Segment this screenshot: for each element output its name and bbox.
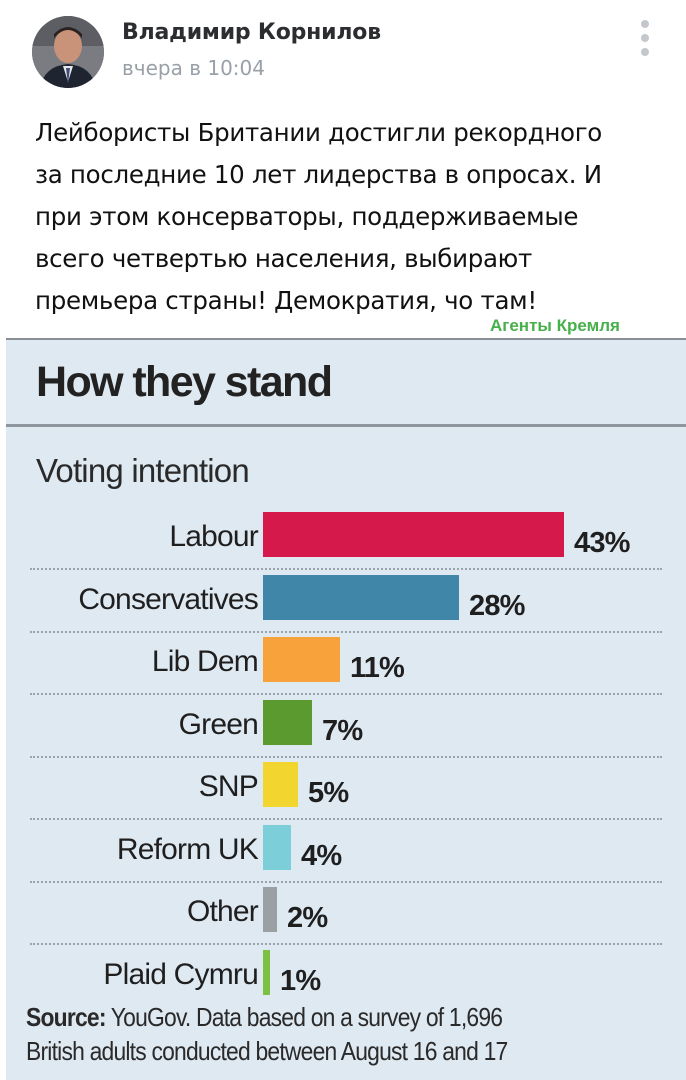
bar-row: Conservatives 28%: [6, 574, 686, 637]
row-separator: [30, 880, 662, 883]
bar-row: Other 2%: [6, 887, 686, 949]
author-avatar[interactable]: [32, 16, 104, 88]
bar-value-label: 28%: [469, 589, 525, 622]
post-text-line: всего четвертью населения, выбирают: [35, 244, 532, 273]
bar-label: SNP: [198, 770, 259, 803]
bar-value-label: 7%: [322, 714, 363, 747]
bar-label: Lib Dem: [151, 645, 259, 678]
bar-label: Conservatives: [78, 582, 258, 616]
bar: [263, 824, 291, 870]
bar: [263, 699, 312, 745]
post-text-line: за последние 10 лет лидерства в опросах.…: [35, 160, 602, 189]
bar-value-label: 2%: [287, 902, 328, 934]
watermark: Агенты Кремля: [490, 316, 620, 335]
source-label: Source:: [26, 1002, 106, 1032]
bar: [263, 574, 459, 620]
bar-value-label: 43%: [574, 527, 630, 559]
title-divider: [6, 424, 686, 427]
bar-row: Green 7%: [6, 699, 686, 762]
source-line-1: YouGov. Data based on a survey of 1,696: [105, 1002, 503, 1032]
bar: [263, 887, 277, 932]
more-vertical-icon[interactable]: [632, 18, 658, 58]
row-separator: [30, 943, 662, 945]
author-name[interactable]: Владимир Корнилов: [122, 20, 381, 45]
chart-subtitle: Voting intention: [36, 452, 250, 489]
bar-value-label: 5%: [308, 777, 349, 809]
bar-value-label: 4%: [301, 839, 342, 872]
row-separator: [30, 818, 662, 820]
source-line-2: British adults conducted between August …: [26, 1036, 508, 1066]
post-text: Лейбористы Британии достигли рекордного …: [35, 112, 665, 322]
chart-source: Source: YouGov. Data based on a survey o…: [26, 1000, 598, 1068]
bar-row: Plaid Cymru 1%: [6, 949, 686, 1012]
bar: [263, 949, 270, 995]
bar-row: SNP 5%: [6, 762, 686, 824]
row-separator: [30, 568, 662, 570]
bar-value-label: 11%: [350, 652, 405, 684]
post-text-line: премьера страны! Демократия, чо там!: [35, 286, 537, 315]
chart-title: How they stand: [36, 358, 333, 406]
bar-label: Other: [186, 895, 259, 928]
post-time[interactable]: вчера в 10:04: [122, 56, 265, 80]
avatar-image: [32, 16, 104, 88]
bar-label: Green: [178, 707, 259, 741]
row-separator: [30, 693, 662, 695]
row-separator: [30, 755, 662, 758]
bar-label: Reform UK: [116, 832, 259, 866]
bar-label: Plaid Cymru: [103, 957, 258, 991]
post-text-line: при этом консерваторы, поддерживаемые: [35, 202, 579, 231]
bar: [263, 762, 298, 807]
post-header: Владимир Корнилов вчера в 10:04: [0, 0, 686, 100]
bar: [263, 512, 564, 557]
bar-value-label: 1%: [280, 964, 321, 997]
bar-row: Reform UK 4%: [6, 824, 686, 887]
post-text-line: Лейбористы Британии достигли рекордного: [35, 118, 602, 147]
bar-row: Labour 43%: [6, 512, 686, 574]
bar-row: Lib Dem 11%: [6, 637, 686, 699]
row-separator: [30, 630, 662, 633]
post-image-chart[interactable]: How they stand Voting intention Labour 43…: [6, 338, 686, 1080]
bar-label: Labour: [169, 520, 258, 553]
bar: [263, 637, 340, 682]
